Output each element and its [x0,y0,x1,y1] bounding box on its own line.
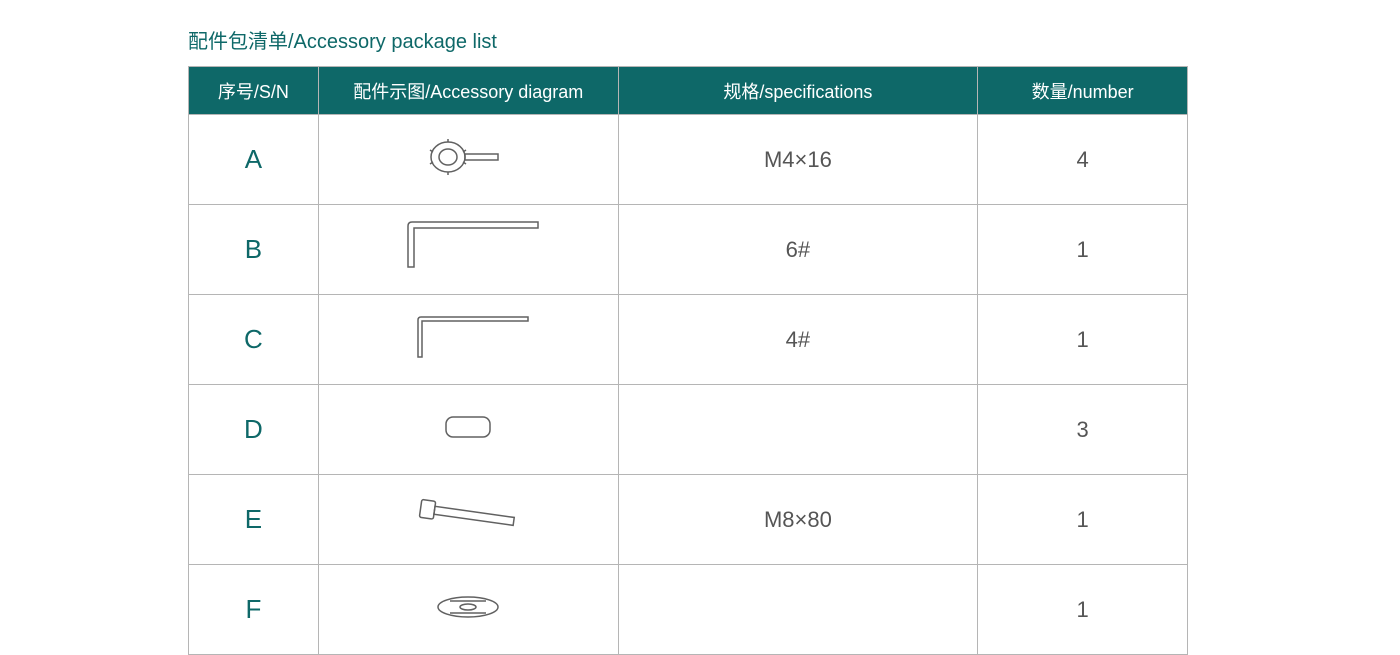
cell-diagram [318,115,618,205]
cell-diagram [318,205,618,295]
table-row: D 3 [189,385,1188,475]
table-row: C 4# 1 [189,295,1188,385]
header-diagram: 配件示图/Accessory diagram [318,67,618,115]
cell-sn: A [189,115,319,205]
cell-sn: D [189,385,319,475]
bolt-icon [408,494,528,539]
knob-screw-icon [423,132,513,182]
table-row: B 6# 1 [189,205,1188,295]
cell-diagram [318,475,618,565]
cell-diagram [318,565,618,655]
cell-diagram [318,295,618,385]
header-spec: 规格/specifications [618,67,978,115]
cell-number: 1 [978,475,1188,565]
cell-diagram [318,385,618,475]
cell-spec: 6# [618,205,978,295]
cell-number: 1 [978,205,1188,295]
hex-key-large-icon [388,212,548,282]
table-row: F 1 [189,565,1188,655]
table-row: A M4×16 4 [189,115,1188,205]
cell-sn: F [189,565,319,655]
cell-spec: 4# [618,295,978,385]
washer-plate-icon [428,589,508,624]
page-title: 配件包清单/Accessory package list [188,25,1212,54]
cell-number: 1 [978,565,1188,655]
cell-number: 1 [978,295,1188,385]
accessory-table: 序号/S/N 配件示图/Accessory diagram 规格/specifi… [188,66,1188,655]
cell-spec: M8×80 [618,475,978,565]
cell-number: 4 [978,115,1188,205]
cell-sn: E [189,475,319,565]
header-sn: 序号/S/N [189,67,319,115]
cell-spec [618,565,978,655]
cell-number: 3 [978,385,1188,475]
table-row: E M8×80 1 [189,475,1188,565]
cell-spec [618,385,978,475]
table-header-row: 序号/S/N 配件示图/Accessory diagram 规格/specifi… [189,67,1188,115]
hex-key-small-icon [393,307,543,367]
header-number: 数量/number [978,67,1188,115]
cell-sn: C [189,295,319,385]
cell-sn: B [189,205,319,295]
rounded-pad-icon [438,409,498,444]
cell-spec: M4×16 [618,115,978,205]
